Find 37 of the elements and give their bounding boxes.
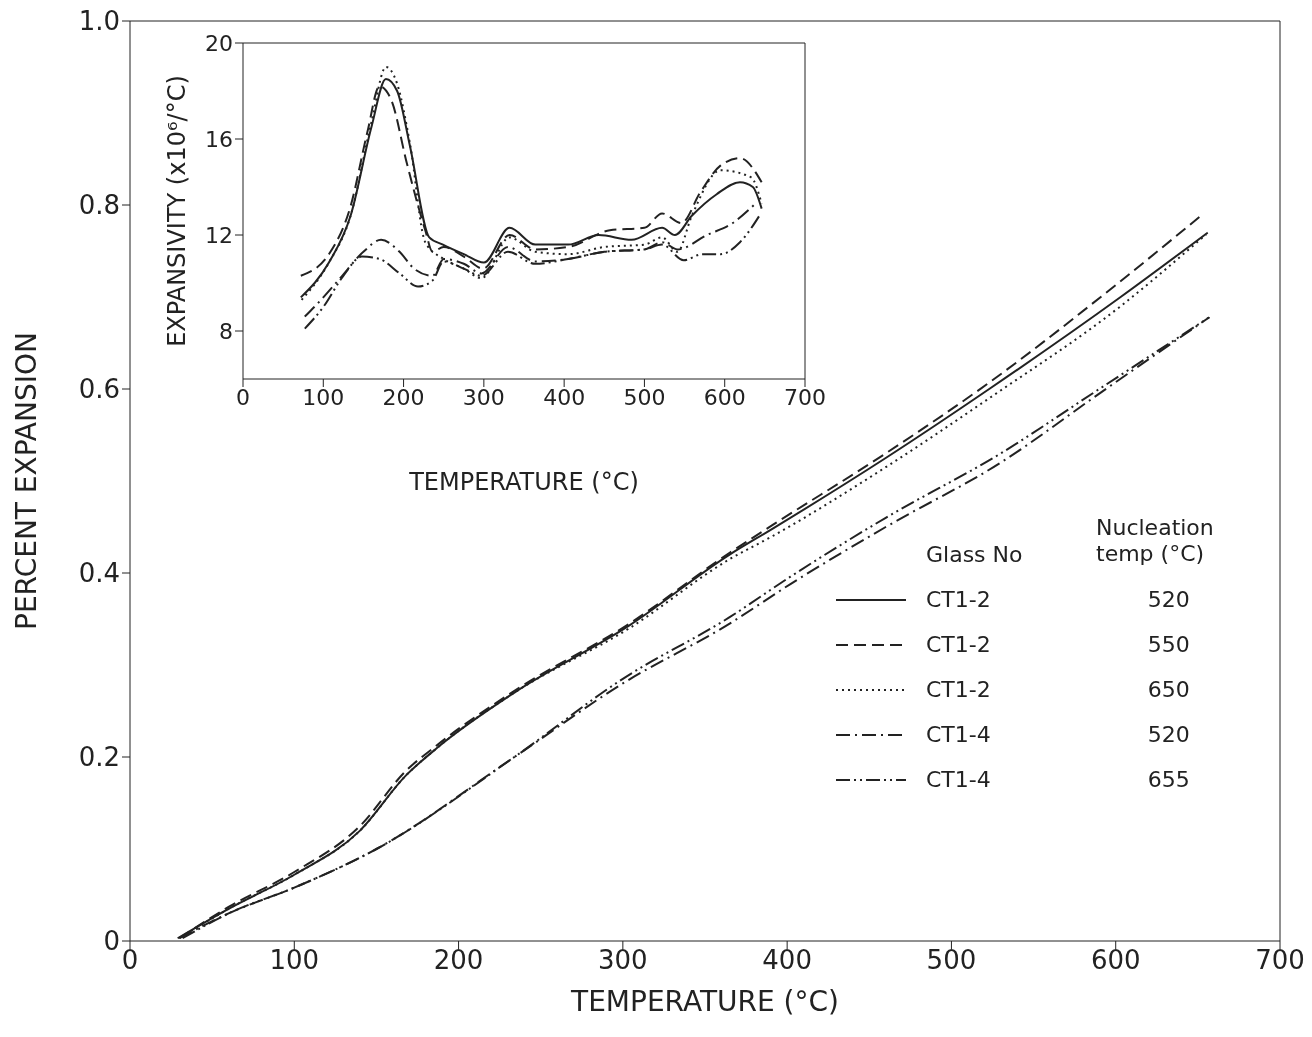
x-tick-label: 100 [302,384,345,410]
y-tick-label: 0.8 [78,190,120,221]
y-tick-label: 0.6 [78,374,120,405]
y-tick-label: 16 [205,126,233,152]
x-tick-label: 200 [382,384,425,410]
y-axis-title: PERCENT EXPANSION [9,332,43,630]
x-tick-label: 500 [623,384,666,410]
y-tick-label: 8 [219,318,233,344]
x-tick-label: 300 [598,945,648,976]
legend-label: CT1-2 550 [926,632,1190,657]
legend-label: CT1-2 520 [926,587,1190,612]
x-axis-title: TEMPERATURE (°C) [570,985,839,1018]
x-tick-label: 600 [703,384,746,410]
y-tick-label: 1.0 [78,6,120,37]
legend-label: CT1-2 650 [926,677,1190,702]
x-tick-label: 700 [1255,945,1305,976]
y-tick-label: 0.2 [78,742,120,773]
legend-label: CT1-4 655 [926,767,1190,792]
x-axis-title: TEMPERATURE (°C) [408,468,639,496]
y-tick-label: 0.4 [78,558,120,589]
x-tick-label: 400 [762,945,812,976]
legend-label: CT1-4 520 [926,722,1190,747]
x-tick-label: 600 [1090,945,1141,976]
x-tick-label: 300 [462,384,505,410]
y-tick-label: 0 [103,926,120,957]
y-tick-label: 20 [205,30,233,56]
x-tick-label: 700 [784,384,826,410]
x-tick-label: 400 [543,384,586,410]
annotation: Nucleation temp (°C) [1096,515,1215,567]
y-tick-label: 12 [205,222,233,248]
x-tick-label: 500 [926,945,977,976]
x-tick-label: 0 [121,945,139,976]
legend-title: Glass No [926,542,1024,567]
x-tick-label: 0 [236,384,250,410]
x-tick-label: 200 [433,945,484,976]
y-axis-title: EXPANSIVITY (x10⁶/°C) [162,75,191,347]
x-tick-label: 100 [269,945,320,976]
